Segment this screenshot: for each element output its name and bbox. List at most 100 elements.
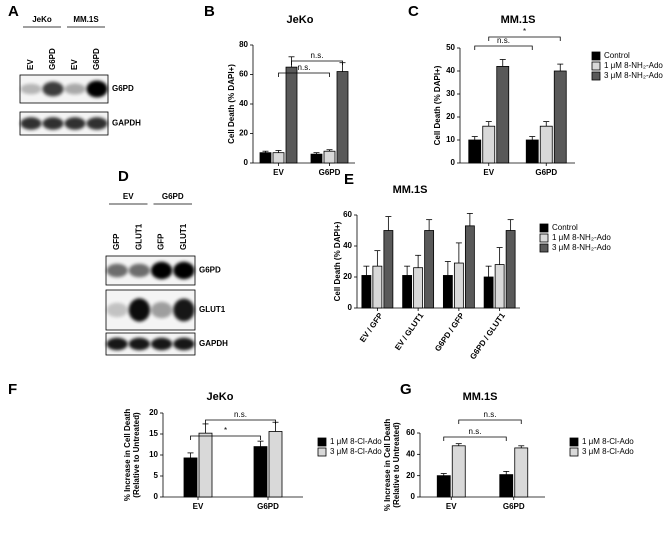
- y-tick-label: 20: [343, 272, 352, 281]
- y-tick-label: 10: [149, 450, 158, 459]
- y-tick-label: 15: [149, 429, 158, 438]
- y-tick-label: 5: [154, 471, 159, 480]
- bar: [468, 139, 482, 164]
- bar: [539, 125, 553, 164]
- legend-label: 3 μM 8-Cl-Ado: [582, 447, 634, 456]
- blot-band: [42, 117, 64, 130]
- y-tick-label: 40: [343, 241, 352, 250]
- x-tick-label: EV: [446, 502, 457, 511]
- lane-label: EV: [26, 59, 35, 70]
- bar: [442, 275, 453, 309]
- significance-bracket: [458, 419, 522, 424]
- blot-band: [150, 261, 173, 280]
- panel-label: A: [8, 3, 19, 20]
- blot-band: [128, 298, 151, 322]
- y-axis-label: % Increase in Cell Death: [383, 419, 392, 512]
- annotation: n.s.: [298, 63, 311, 72]
- bar: [336, 71, 349, 164]
- legend-swatch: [317, 437, 327, 447]
- bar: [436, 475, 451, 498]
- significance-bracket: [291, 60, 343, 65]
- bar: [482, 125, 496, 164]
- panel-label: B: [204, 3, 215, 20]
- blot-band: [150, 301, 173, 319]
- x-tick-label: EV / GFP: [358, 311, 385, 344]
- blot-box: [19, 111, 109, 136]
- significance-bracket: [205, 419, 276, 424]
- lane-label: GLUT1: [134, 223, 143, 250]
- x-tick-label: EV / GLUT1: [393, 311, 426, 352]
- y-tick-label: 0: [348, 303, 353, 312]
- lane-label: G6PD: [48, 48, 57, 70]
- blot-band: [128, 337, 151, 351]
- bar: [268, 431, 283, 498]
- significance-bracket: [474, 45, 533, 50]
- blot-band: [42, 81, 64, 97]
- y-tick-label: 20: [406, 471, 415, 480]
- y-tick-label: 40: [406, 449, 415, 458]
- significance-bracket: [278, 72, 330, 77]
- y-tick-label: 20: [149, 408, 158, 417]
- x-tick-label: EV: [483, 168, 494, 177]
- y-tick-label: 0: [154, 492, 159, 501]
- annotation: n.s.: [469, 427, 482, 436]
- bar: [464, 225, 475, 309]
- legend-label: 1 μM 8-NH₂-Ado: [604, 61, 663, 70]
- annotation: n.s.: [234, 410, 247, 419]
- bar: [525, 139, 539, 164]
- legend-label: 3 μM 8-NH₂-Ado: [552, 243, 611, 252]
- blot-band: [86, 117, 108, 130]
- legend-label: 1 μM 8-NH₂-Ado: [552, 233, 611, 242]
- legend-label: 1 μM 8-Cl-Ado: [330, 437, 382, 446]
- y-tick-label: 30: [446, 89, 455, 98]
- bar: [402, 275, 413, 309]
- panel-label: E: [344, 171, 354, 188]
- annotation: n.s.: [497, 36, 510, 45]
- group-label: MM.1S: [73, 15, 99, 24]
- x-tick-label: EV: [193, 502, 204, 511]
- y-axis-label: (Relative to Untreated): [392, 422, 401, 508]
- legend-swatch: [591, 71, 601, 81]
- panel-label: F: [8, 381, 17, 398]
- legend-label: Control: [604, 51, 630, 60]
- y-axis-label: (Relative to Untreated): [132, 412, 141, 498]
- bar: [514, 447, 529, 498]
- group-label: EV: [123, 192, 134, 201]
- legend-swatch: [539, 243, 549, 253]
- legend-label: 3 μM 8-Cl-Ado: [330, 447, 382, 456]
- band-label: G6PD: [199, 266, 221, 275]
- chart-title: JeKo: [287, 14, 314, 26]
- group-label: JeKo: [32, 15, 52, 24]
- bar: [361, 275, 372, 309]
- y-tick-label: 10: [446, 135, 455, 144]
- lane-label: EV: [70, 59, 79, 70]
- blot-band: [106, 263, 128, 278]
- band-label: G6PD: [112, 84, 134, 93]
- bar: [253, 446, 268, 498]
- blot-band: [64, 117, 86, 130]
- bar: [198, 432, 213, 498]
- legend-swatch: [591, 51, 601, 61]
- bar: [424, 230, 435, 309]
- bar: [494, 264, 505, 309]
- panel-label: G: [400, 381, 412, 398]
- bar: [496, 66, 510, 164]
- blot-band: [20, 83, 42, 95]
- annotation: n.s.: [484, 410, 497, 419]
- bar: [323, 150, 336, 164]
- panel-label: D: [118, 168, 129, 185]
- blot-box: [105, 332, 196, 356]
- significance-bracket: [488, 36, 561, 41]
- y-tick-label: 60: [343, 210, 352, 219]
- legend-swatch: [569, 447, 579, 457]
- panel-label: C: [408, 3, 419, 20]
- y-tick-label: 40: [239, 99, 248, 108]
- y-tick-label: 60: [406, 428, 415, 437]
- significance-bracket: [190, 435, 261, 440]
- x-tick-label: G6PD / GLUT1: [468, 311, 507, 361]
- lane-label: GFP: [112, 233, 121, 250]
- bar: [505, 230, 516, 309]
- legend-label: Control: [552, 223, 578, 232]
- bar: [483, 276, 494, 309]
- bar: [272, 152, 285, 164]
